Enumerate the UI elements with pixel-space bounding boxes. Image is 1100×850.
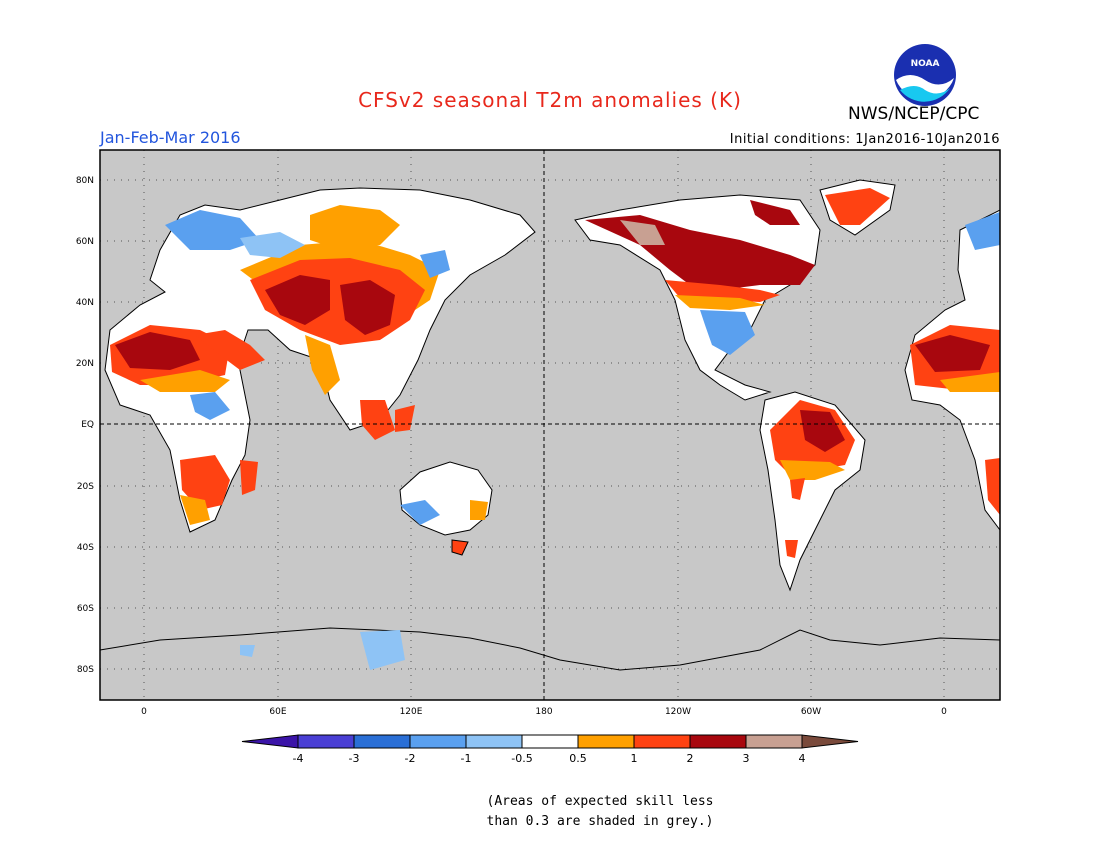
- anomaly-south-america: [770, 400, 855, 558]
- lat-label: 20N: [76, 359, 94, 369]
- lat-label: 20S: [77, 482, 94, 492]
- colorbar-tick-label: 1: [631, 752, 638, 765]
- lon-label: 0: [941, 707, 947, 717]
- anomaly-north-america: [585, 188, 890, 355]
- anomaly-eurasia: [110, 205, 450, 525]
- lat-label: 60N: [76, 237, 94, 247]
- land-australia: [399, 461, 493, 556]
- skill-note: (Areas of expected skill less than 0.3 a…: [0, 792, 1100, 832]
- colorbar-swatch: [409, 734, 467, 749]
- lon-label: 0: [141, 707, 147, 717]
- skill-note-line1: (Areas of expected skill less: [486, 794, 714, 809]
- colorbar-swatch: [297, 734, 355, 749]
- colorbar-tick-label: -3: [349, 752, 360, 765]
- period-label: Jan-Feb-Mar 2016: [100, 128, 241, 147]
- colorbar-swatch: [745, 734, 803, 749]
- colorbar-swatch: [353, 734, 411, 749]
- logo-text: NOAA: [911, 59, 940, 69]
- lon-label: 60W: [801, 707, 821, 717]
- land-eurasia-right-edge: [904, 209, 1001, 532]
- lat-label: 80N: [76, 176, 94, 186]
- colorbar-swatch: [633, 734, 691, 749]
- lat-label: 40S: [77, 543, 94, 553]
- lon-label: 60E: [269, 707, 286, 717]
- lat-label: 80S: [77, 665, 94, 675]
- colorbar-arrow-low: [241, 734, 299, 749]
- skill-note-line2: than 0.3 are shaded in grey.): [486, 814, 714, 829]
- colorbar-tick-label: 3: [743, 752, 750, 765]
- lon-label: 120E: [400, 707, 423, 717]
- colorbar-swatch: [521, 734, 579, 749]
- colorbar-tick-label: 2: [687, 752, 694, 765]
- noaa-logo: NOAA: [894, 44, 956, 106]
- colorbar-tick-label: 4: [799, 752, 806, 765]
- map-frame: [99, 149, 1001, 701]
- colorbar-swatch: [577, 734, 635, 749]
- initial-conditions-label: Initial conditions: 1Jan2016-10Jan2016: [729, 132, 1000, 147]
- colorbar-swatch: [689, 734, 747, 749]
- colorbar-swatch: [465, 734, 523, 749]
- colorbar-arrow-high: [801, 734, 859, 749]
- lon-label: 180: [535, 707, 552, 717]
- organization-label: NWS/NCEP/CPC: [848, 104, 980, 124]
- lat-label: 40N: [76, 298, 94, 308]
- lat-label: 60S: [77, 604, 94, 614]
- longitude-labels: 0 60E 120E 180 120W 60W 0: [141, 707, 947, 717]
- colorbar-tick-label: -0.5: [511, 752, 532, 765]
- colorbar-tick-label: -1: [461, 752, 472, 765]
- lon-label: 120W: [665, 707, 691, 717]
- latitude-labels: 80N 60N 40N 20N EQ 20S 40S 60S 80S: [76, 176, 94, 675]
- land-antarctica: [99, 627, 1001, 671]
- colorbar-tick-label: 0.5: [569, 752, 587, 765]
- colorbar-tick-label: -2: [405, 752, 416, 765]
- map-title: CFSv2 seasonal T2m anomalies (K): [358, 88, 742, 112]
- colorbar-labels: -4 -3 -2 -1 -0.5 0.5 1 2 3 4: [293, 752, 806, 765]
- lat-label: EQ: [81, 420, 94, 430]
- colorbar-tick-label: -4: [293, 752, 304, 765]
- colorbar: [241, 734, 859, 749]
